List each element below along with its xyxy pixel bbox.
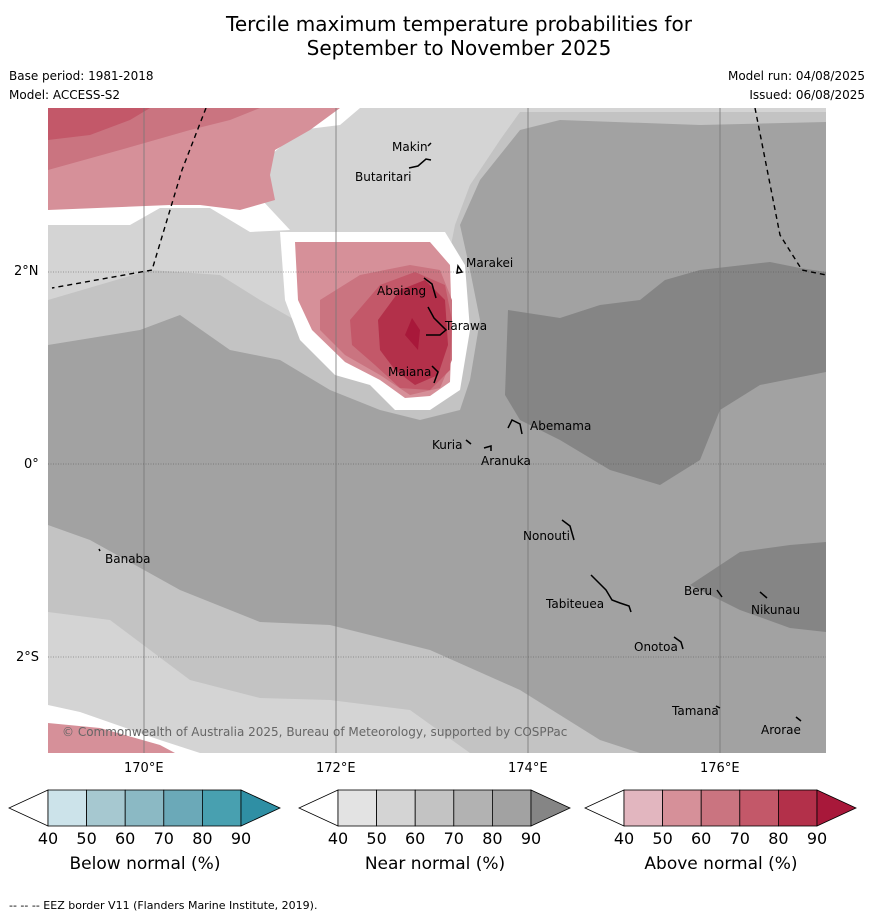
lat-label-2s: 2°S xyxy=(16,650,40,665)
place-label-maiana: Maiana xyxy=(388,365,432,379)
colorbar-near-tick: 60 xyxy=(405,829,426,848)
meta-right: Model run: 04/08/2025 Issued: 06/08/2025 xyxy=(728,67,865,105)
lat-label-2n: 2°N xyxy=(14,264,39,279)
colorbar-below-segment xyxy=(163,789,203,827)
place-label-arorae: Arorae xyxy=(761,723,801,737)
colorbar-near-segment xyxy=(453,789,493,827)
lon-label-174e: 174°E xyxy=(508,761,548,776)
place-label-banaba: Banaba xyxy=(105,552,151,566)
colorbar-below-tick: 90 xyxy=(230,829,252,848)
colorbar-near-segment xyxy=(337,789,377,827)
colorbar-near-segment xyxy=(414,789,455,827)
place-label-kuria: Kuria xyxy=(432,438,463,452)
place-label-tamana: Tamana xyxy=(672,704,719,718)
base-period: Base period: 1981-2018 xyxy=(9,69,154,83)
colorbar-above-segment xyxy=(662,789,702,827)
probability-map xyxy=(48,108,826,753)
colorbar-above-segment xyxy=(739,789,779,827)
lat-label-0: 0° xyxy=(24,457,39,472)
model-name: Model: ACCESS-S2 xyxy=(9,88,121,102)
colorbar-near-tick: 90 xyxy=(520,829,542,848)
lon-label-170e: 170°E xyxy=(124,761,164,776)
colorbar-near-extend-high xyxy=(530,789,571,827)
place-label-nonouti: Nonouti xyxy=(523,529,570,543)
colorbar-above-extend-high xyxy=(816,789,857,827)
copyright-notice: © Commonwealth of Australia 2025, Bureau… xyxy=(62,725,568,739)
colorbar-above-tick: 40 xyxy=(613,829,635,848)
lon-label-172e: 172°E xyxy=(316,761,356,776)
colorbar-below-tick: 80 xyxy=(192,829,213,848)
place-label-onotoa: Onotoa xyxy=(634,640,678,654)
place-label-marakei: Marakei xyxy=(466,256,514,270)
colorbar-below-tick: 60 xyxy=(115,829,136,848)
colorbar-near-tick: 70 xyxy=(443,829,464,848)
colorbar-near-extend-low xyxy=(298,789,339,827)
colorbar-below-segment xyxy=(47,789,87,827)
place-label-abemama: Abemama xyxy=(530,419,592,433)
colorbar-title-below: Below normal (%) xyxy=(69,854,221,874)
place-label-abaiang: Abaiang xyxy=(377,284,427,298)
colorbar-below-tick: 40 xyxy=(37,829,59,848)
colorbar-below-tick: 70 xyxy=(153,829,174,848)
colorbar-near-segment xyxy=(491,789,532,827)
eez-footnote: -- -- -- EEZ border V11 (Flanders Marine… xyxy=(9,899,318,912)
model-run: Model run: 04/08/2025 xyxy=(727,69,865,83)
issued-date: Issued: 06/08/2025 xyxy=(749,88,865,102)
colorbar-below-segment xyxy=(86,789,126,827)
title-line-1: Tercile maximum temperature probabilitie… xyxy=(226,12,692,36)
place-label-beru: Beru xyxy=(684,584,713,598)
place-label-aranuka: Aranuka xyxy=(481,454,531,468)
colorbar-below-extend-high xyxy=(240,789,281,827)
title-line-2: September to November 2025 xyxy=(306,36,612,60)
place-label-butaritari: Butaritari xyxy=(355,170,412,184)
place-label-makin: Makin xyxy=(392,140,428,154)
colorbar-above-segment xyxy=(778,789,818,827)
place-label-tabiteuea: Tabiteuea xyxy=(546,597,605,611)
colorbar-near-tick: 40 xyxy=(327,829,349,848)
place-label-nikunau: Nikunau xyxy=(751,603,801,617)
colorbar-below-tick: 50 xyxy=(76,829,97,848)
lon-label-176e: 176°E xyxy=(700,761,740,776)
colorbar-below-segment xyxy=(124,789,165,827)
colorbar-above-tick: 50 xyxy=(652,829,673,848)
colorbar-above-segment xyxy=(623,789,663,827)
colorbar-below-segment xyxy=(201,789,242,827)
colorbar-above-tick: 80 xyxy=(768,829,789,848)
colorbar-above-tick: 60 xyxy=(691,829,712,848)
colorbar-above-segment xyxy=(700,789,741,827)
colorbar-near-segment xyxy=(376,789,416,827)
colorbar-title-near: Near normal (%) xyxy=(364,854,506,874)
colorbar-title-above: Above normal (%) xyxy=(644,854,798,874)
colorbar-above-tick: 90 xyxy=(806,829,828,848)
colorbar-near-tick: 50 xyxy=(366,829,387,848)
place-label-tarawa: Tarawa xyxy=(445,319,488,333)
meta-left: Base period: 1981-2018 Model: ACCESS-S2 xyxy=(9,67,154,105)
page-title: Tercile maximum temperature probabilitie… xyxy=(0,12,873,60)
colorbar-above-extend-low xyxy=(584,789,625,827)
colorbar-below-extend-low xyxy=(8,789,49,827)
colorbar-above-tick: 70 xyxy=(729,829,750,848)
colorbar-near-tick: 80 xyxy=(482,829,503,848)
